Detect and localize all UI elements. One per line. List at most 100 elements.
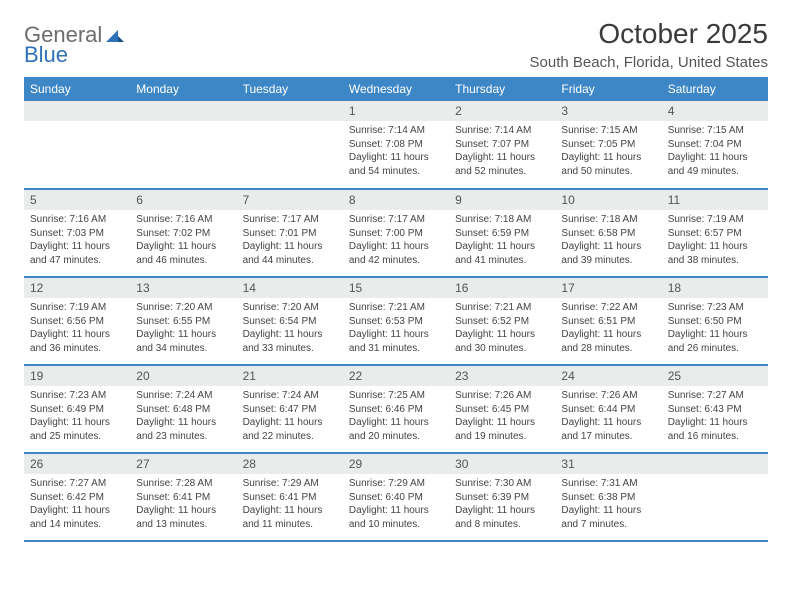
daylight-line2: and 31 minutes. (349, 342, 443, 356)
daylight-line1: Daylight: 11 hours (136, 328, 230, 342)
sunset-text: Sunset: 6:44 PM (561, 403, 655, 417)
sunrise-text: Sunrise: 7:29 AM (349, 477, 443, 491)
sunrise-text: Sunrise: 7:14 AM (349, 124, 443, 138)
calendar-body: 1Sunrise: 7:14 AMSunset: 7:08 PMDaylight… (24, 101, 768, 541)
sunset-text: Sunset: 6:53 PM (349, 315, 443, 329)
sunset-text: Sunset: 6:49 PM (30, 403, 124, 417)
day-number: 7 (237, 190, 343, 210)
calendar-cell: 17Sunrise: 7:22 AMSunset: 6:51 PMDayligh… (555, 277, 661, 365)
sunset-text: Sunset: 6:41 PM (243, 491, 337, 505)
daylight-line1: Daylight: 11 hours (349, 151, 443, 165)
calendar-cell: 10Sunrise: 7:18 AMSunset: 6:58 PMDayligh… (555, 189, 661, 277)
daylight-line1: Daylight: 11 hours (30, 328, 124, 342)
day-details: Sunrise: 7:16 AMSunset: 7:03 PMDaylight:… (24, 210, 130, 273)
day-number: 20 (130, 366, 236, 386)
daylight-line2: and 30 minutes. (455, 342, 549, 356)
day-details: Sunrise: 7:25 AMSunset: 6:46 PMDaylight:… (343, 386, 449, 449)
calendar-cell: 13Sunrise: 7:20 AMSunset: 6:55 PMDayligh… (130, 277, 236, 365)
day-empty (24, 121, 130, 130)
daylight-line2: and 54 minutes. (349, 165, 443, 179)
daylight-line2: and 10 minutes. (349, 518, 443, 532)
calendar-cell: 4Sunrise: 7:15 AMSunset: 7:04 PMDaylight… (662, 101, 768, 189)
day-details: Sunrise: 7:26 AMSunset: 6:44 PMDaylight:… (555, 386, 661, 449)
sunset-text: Sunset: 6:38 PM (561, 491, 655, 505)
daylight-line1: Daylight: 11 hours (30, 416, 124, 430)
day-number: 28 (237, 454, 343, 474)
day-number: 1 (343, 101, 449, 121)
day-details: Sunrise: 7:17 AMSunset: 7:01 PMDaylight:… (237, 210, 343, 273)
sunset-text: Sunset: 6:55 PM (136, 315, 230, 329)
day-number-empty (24, 101, 130, 121)
day-details: Sunrise: 7:20 AMSunset: 6:55 PMDaylight:… (130, 298, 236, 361)
sunrise-text: Sunrise: 7:31 AM (561, 477, 655, 491)
calendar-cell: 12Sunrise: 7:19 AMSunset: 6:56 PMDayligh… (24, 277, 130, 365)
sunrise-text: Sunrise: 7:27 AM (30, 477, 124, 491)
sunset-text: Sunset: 7:03 PM (30, 227, 124, 241)
day-number-empty (237, 101, 343, 121)
daylight-line1: Daylight: 11 hours (455, 416, 549, 430)
daylight-line2: and 16 minutes. (668, 430, 762, 444)
day-details: Sunrise: 7:21 AMSunset: 6:52 PMDaylight:… (449, 298, 555, 361)
sunset-text: Sunset: 6:47 PM (243, 403, 337, 417)
logo-text-blue: Blue (24, 42, 68, 68)
calendar-cell: 16Sunrise: 7:21 AMSunset: 6:52 PMDayligh… (449, 277, 555, 365)
day-empty (237, 121, 343, 130)
sunrise-text: Sunrise: 7:16 AM (136, 213, 230, 227)
daylight-line1: Daylight: 11 hours (136, 504, 230, 518)
sunrise-text: Sunrise: 7:20 AM (243, 301, 337, 315)
day-details: Sunrise: 7:26 AMSunset: 6:45 PMDaylight:… (449, 386, 555, 449)
day-details: Sunrise: 7:29 AMSunset: 6:40 PMDaylight:… (343, 474, 449, 537)
day-number: 15 (343, 278, 449, 298)
sunrise-text: Sunrise: 7:23 AM (668, 301, 762, 315)
calendar-cell (237, 101, 343, 189)
day-number: 5 (24, 190, 130, 210)
day-number: 31 (555, 454, 661, 474)
day-number: 4 (662, 101, 768, 121)
calendar-cell: 21Sunrise: 7:24 AMSunset: 6:47 PMDayligh… (237, 365, 343, 453)
calendar-week-row: 26Sunrise: 7:27 AMSunset: 6:42 PMDayligh… (24, 453, 768, 541)
sunrise-text: Sunrise: 7:24 AM (136, 389, 230, 403)
daylight-line2: and 28 minutes. (561, 342, 655, 356)
calendar-cell: 7Sunrise: 7:17 AMSunset: 7:01 PMDaylight… (237, 189, 343, 277)
day-number: 11 (662, 190, 768, 210)
day-number: 2 (449, 101, 555, 121)
header: General October 2025 South Beach, Florid… (24, 18, 768, 71)
day-details: Sunrise: 7:31 AMSunset: 6:38 PMDaylight:… (555, 474, 661, 537)
day-details: Sunrise: 7:19 AMSunset: 6:57 PMDaylight:… (662, 210, 768, 273)
daylight-line1: Daylight: 11 hours (136, 240, 230, 254)
calendar-cell: 23Sunrise: 7:26 AMSunset: 6:45 PMDayligh… (449, 365, 555, 453)
daylight-line2: and 14 minutes. (30, 518, 124, 532)
day-number: 8 (343, 190, 449, 210)
day-number: 18 (662, 278, 768, 298)
sunrise-text: Sunrise: 7:15 AM (561, 124, 655, 138)
calendar-cell: 30Sunrise: 7:30 AMSunset: 6:39 PMDayligh… (449, 453, 555, 541)
weekday-header: Saturday (662, 77, 768, 101)
sunset-text: Sunset: 7:07 PM (455, 138, 549, 152)
calendar-cell: 24Sunrise: 7:26 AMSunset: 6:44 PMDayligh… (555, 365, 661, 453)
day-number-empty (662, 454, 768, 474)
day-number: 14 (237, 278, 343, 298)
daylight-line1: Daylight: 11 hours (243, 416, 337, 430)
daylight-line2: and 23 minutes. (136, 430, 230, 444)
daylight-line2: and 25 minutes. (30, 430, 124, 444)
day-number: 27 (130, 454, 236, 474)
daylight-line2: and 11 minutes. (243, 518, 337, 532)
day-number: 17 (555, 278, 661, 298)
sunrise-text: Sunrise: 7:19 AM (30, 301, 124, 315)
sunrise-text: Sunrise: 7:29 AM (243, 477, 337, 491)
daylight-line2: and 7 minutes. (561, 518, 655, 532)
sunset-text: Sunset: 6:45 PM (455, 403, 549, 417)
sunset-text: Sunset: 6:46 PM (349, 403, 443, 417)
sunrise-text: Sunrise: 7:17 AM (243, 213, 337, 227)
day-empty (130, 121, 236, 130)
daylight-line2: and 47 minutes. (30, 254, 124, 268)
daylight-line1: Daylight: 11 hours (561, 328, 655, 342)
day-number-empty (130, 101, 236, 121)
calendar-table: Sunday Monday Tuesday Wednesday Thursday… (24, 77, 768, 542)
sunset-text: Sunset: 7:01 PM (243, 227, 337, 241)
day-details: Sunrise: 7:15 AMSunset: 7:04 PMDaylight:… (662, 121, 768, 184)
calendar-cell: 9Sunrise: 7:18 AMSunset: 6:59 PMDaylight… (449, 189, 555, 277)
sunrise-text: Sunrise: 7:28 AM (136, 477, 230, 491)
weekday-header: Wednesday (343, 77, 449, 101)
day-number: 22 (343, 366, 449, 386)
